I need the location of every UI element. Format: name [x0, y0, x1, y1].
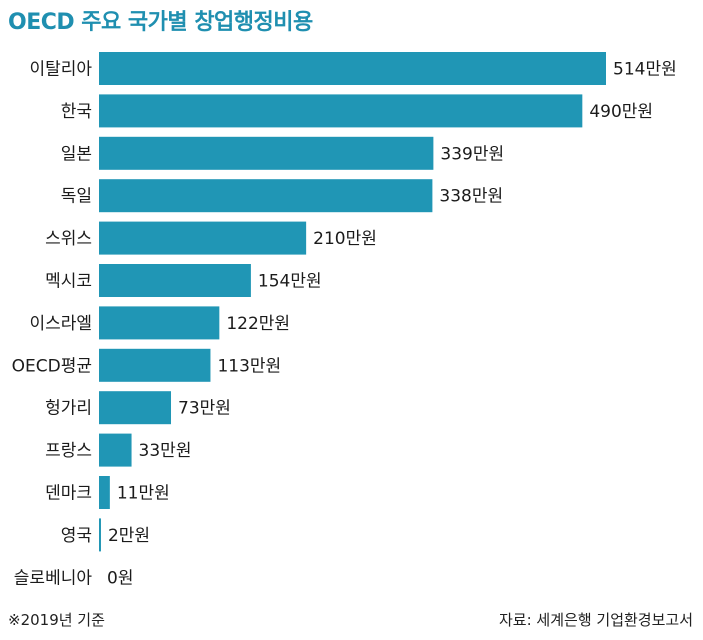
category-label: 영국	[61, 526, 92, 546]
value-label: 33만원	[139, 441, 192, 461]
category-label: OECD평균	[12, 356, 92, 376]
value-label: 2만원	[108, 526, 150, 546]
value-label: 0원	[107, 568, 133, 588]
category-label: 한국	[61, 102, 92, 122]
category-label: 멕시코	[45, 272, 92, 292]
category-label: 독일	[61, 187, 92, 207]
value-label: 490만원	[589, 102, 653, 122]
value-label: 514만원	[613, 60, 677, 80]
value-label: 73만원	[178, 399, 231, 419]
category-label: 일본	[61, 144, 92, 164]
value-label: 338만원	[439, 187, 503, 207]
value-label: 122만원	[226, 314, 290, 334]
source-note: 자료: 세계은행 기업환경보고서	[499, 611, 693, 629]
bar	[99, 518, 101, 552]
value-label: 154만원	[258, 272, 322, 292]
value-label: 113만원	[217, 356, 281, 376]
bar	[99, 52, 606, 85]
category-label: 헝가리	[45, 399, 92, 419]
value-label: 339만원	[440, 144, 504, 164]
bar	[99, 476, 110, 509]
value-label: 11만원	[117, 484, 170, 504]
category-label: 슬로베니아	[14, 568, 93, 588]
category-label: 프랑스	[45, 441, 92, 461]
footnote: ※2019년 기준	[8, 611, 105, 629]
chart-title: OECD 주요 국가별 창업행정비용	[8, 10, 313, 35]
bar	[99, 179, 433, 213]
category-label: 스위스	[45, 229, 92, 249]
bar	[99, 348, 211, 382]
bar	[99, 94, 583, 128]
bar	[99, 391, 172, 425]
bar	[99, 264, 251, 297]
category-label: 이스라엘	[29, 314, 92, 334]
value-label: 210만원	[313, 229, 377, 249]
bar	[99, 306, 220, 340]
category-label: 덴마크	[45, 484, 92, 504]
bar	[99, 221, 307, 255]
category-label: 이탈리아	[29, 60, 92, 80]
bar	[99, 433, 132, 467]
bar	[99, 136, 434, 170]
